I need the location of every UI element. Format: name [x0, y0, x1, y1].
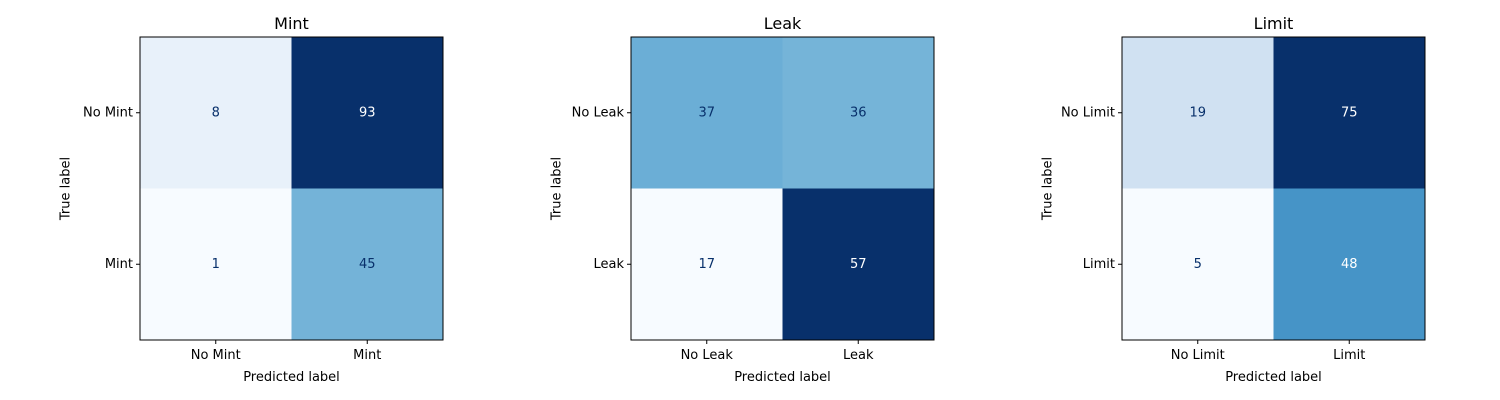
matrix-cell: [1273, 37, 1425, 189]
y-tick-label: Mint: [105, 257, 133, 272]
cell-value-label: 1: [212, 257, 220, 272]
confusion-matrix-2: 19 75 5 48 No Limit Limit No Limit Limit Limit Pr…: [1041, 14, 1426, 385]
cell-value-label: 8: [212, 105, 220, 120]
matrix-cell: [140, 188, 292, 340]
confusion-matrix-0: 8 93 1 45 No Mint Mint No Mint Mint Mint Predicte…: [59, 14, 444, 385]
cell-value-label: 48: [1341, 257, 1358, 272]
cell-value-label: 5: [1194, 257, 1202, 272]
chart-title: Leak: [764, 14, 802, 33]
x-axis-label: Predicted label: [1225, 370, 1322, 385]
cell-value-label: 75: [1341, 105, 1358, 120]
y-axis-label: True label: [59, 157, 74, 221]
y-tick-label: No Limit: [1061, 105, 1115, 120]
matrix-cell: [631, 188, 783, 340]
y-axis-label: True label: [1041, 157, 1056, 221]
y-tick-label: No Leak: [572, 105, 625, 120]
x-tick-label: No Mint: [191, 348, 241, 363]
chart-title: Mint: [274, 14, 309, 33]
x-tick-label: Leak: [843, 348, 874, 363]
x-tick-label: No Leak: [681, 348, 734, 363]
cell-value-label: 45: [359, 257, 376, 272]
chart-title: Limit: [1254, 14, 1294, 33]
axes-frame: [139, 36, 444, 341]
matrix-cell: [782, 37, 934, 189]
matrix-cell: [140, 37, 292, 189]
axes-frame: [630, 36, 935, 341]
matrix-cell: [291, 37, 443, 189]
x-tick-label: No Limit: [1171, 348, 1225, 363]
cell-value-label: 37: [698, 105, 715, 120]
axes-frame: [1121, 36, 1426, 341]
matrix-cell: [631, 37, 783, 189]
x-tick-label: Limit: [1333, 348, 1365, 363]
matrix-cell: [1122, 37, 1274, 189]
y-tick-label: Limit: [1083, 257, 1115, 272]
y-tick-label: Leak: [593, 257, 624, 272]
cell-value-label: 17: [698, 257, 715, 272]
x-axis-label: Predicted label: [243, 370, 340, 385]
confusion-matrix-1: 37 36 17 57 No Leak Leak No Leak Leak Leak Predic…: [550, 14, 935, 385]
cell-value-label: 57: [850, 257, 867, 272]
y-tick-label: No Mint: [83, 105, 133, 120]
matrix-cell: [1273, 188, 1425, 340]
x-tick-label: Mint: [353, 348, 381, 363]
cell-value-label: 36: [850, 105, 867, 120]
matrix-cell: [782, 188, 934, 340]
matrix-cell: [1122, 188, 1274, 340]
cell-value-label: 19: [1189, 105, 1206, 120]
cell-value-label: 93: [359, 105, 376, 120]
x-axis-label: Predicted label: [734, 370, 831, 385]
y-axis-label: True label: [550, 157, 565, 221]
matrix-cell: [291, 188, 443, 340]
